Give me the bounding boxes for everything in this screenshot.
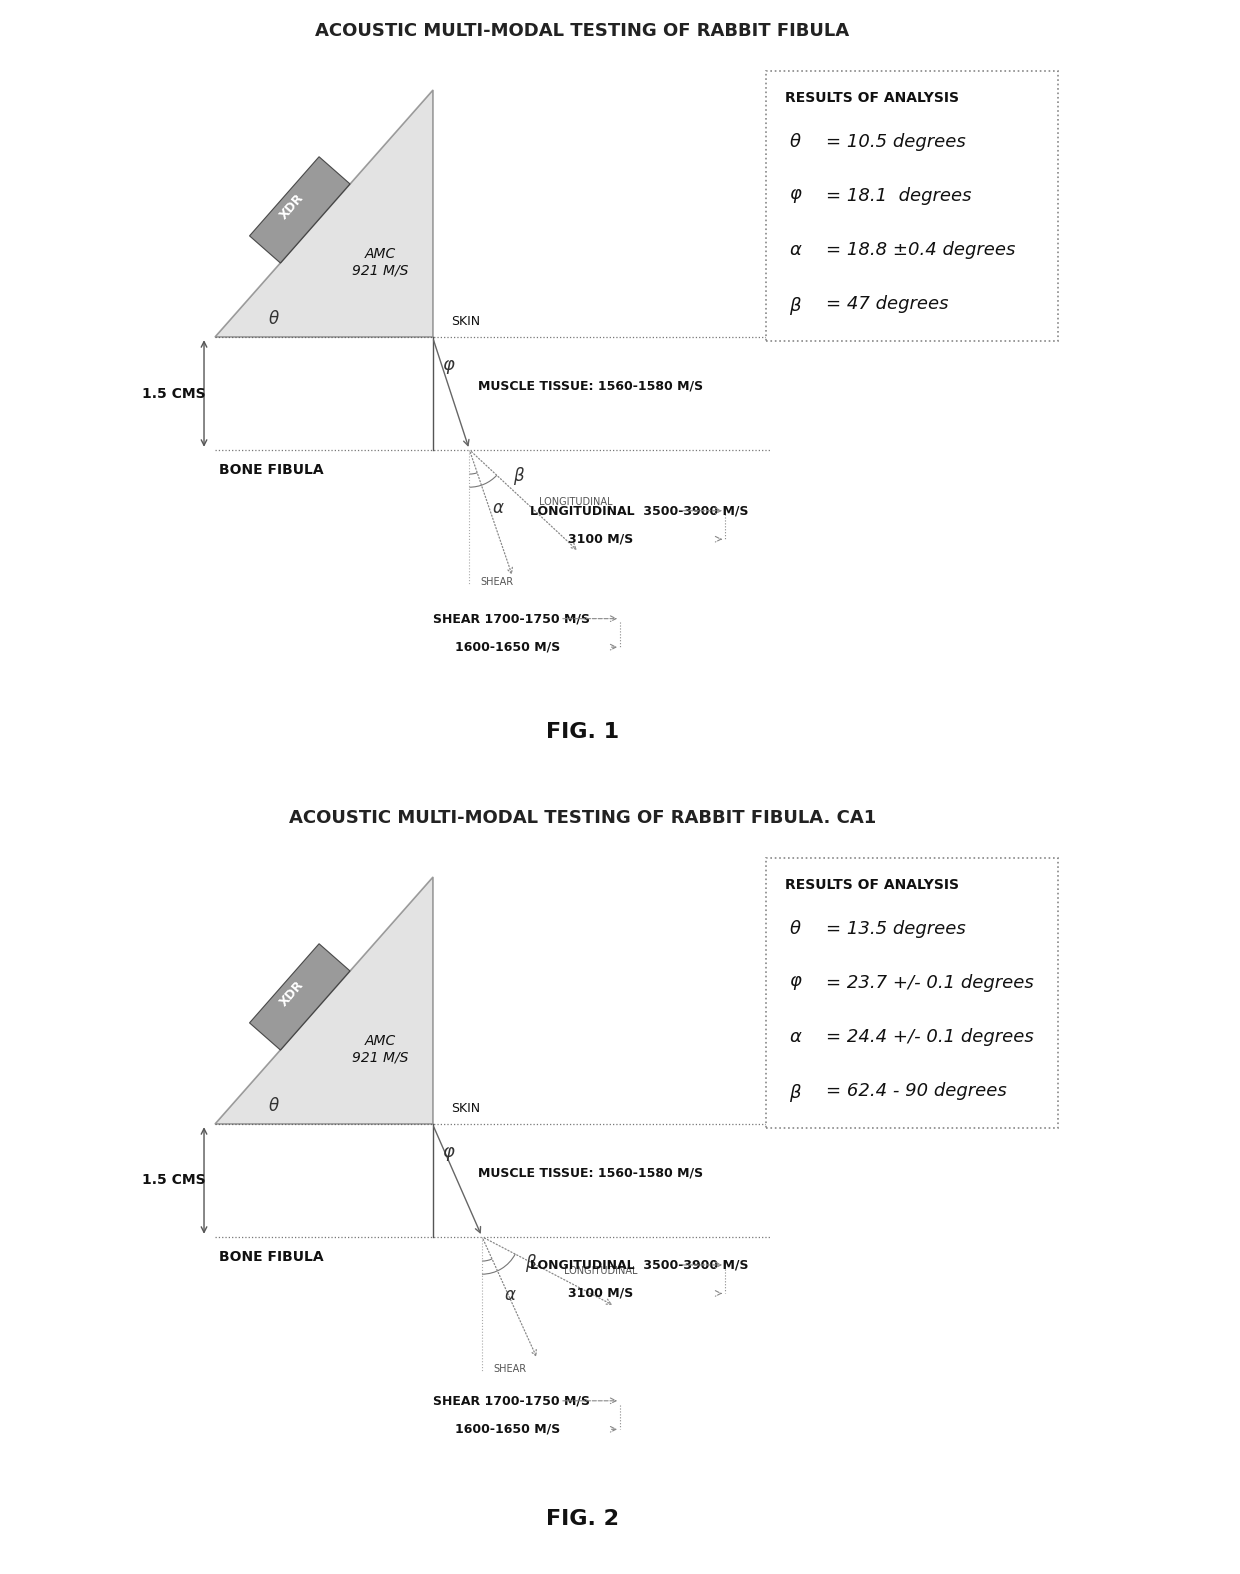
Text: $\alpha$: $\alpha$ [505, 1286, 517, 1305]
Text: SHEAR 1700-1750 M/S: SHEAR 1700-1750 M/S [433, 612, 589, 625]
Text: ACOUSTIC MULTI-MODAL TESTING OF RABBIT FIBULA: ACOUSTIC MULTI-MODAL TESTING OF RABBIT F… [315, 22, 849, 41]
Text: $θ$: $θ$ [789, 921, 801, 938]
Text: $φ$: $φ$ [789, 187, 802, 205]
Polygon shape [249, 157, 350, 263]
Text: MUSCLE TISSUE: 1560-1580 M/S: MUSCLE TISSUE: 1560-1580 M/S [477, 379, 703, 392]
Text: LONGITUDINAL  3500-3900 M/S: LONGITUDINAL 3500-3900 M/S [529, 504, 749, 518]
Text: = 23.7 +/- 0.1 degrees: = 23.7 +/- 0.1 degrees [826, 974, 1034, 992]
Text: ACOUSTIC MULTI-MODAL TESTING OF RABBIT FIBULA. CA1: ACOUSTIC MULTI-MODAL TESTING OF RABBIT F… [289, 809, 877, 828]
Text: 1600-1650 M/S: 1600-1650 M/S [455, 1423, 560, 1435]
Text: = 18.8 ±0.4 degrees: = 18.8 ±0.4 degrees [826, 241, 1016, 260]
Text: $\beta$: $\beta$ [526, 1253, 538, 1275]
Polygon shape [216, 877, 433, 1124]
Text: $β$: $β$ [789, 1083, 801, 1105]
Text: = 18.1  degrees: = 18.1 degrees [826, 187, 972, 205]
Text: SHEAR: SHEAR [481, 578, 513, 587]
Text: AMC
921 M/S: AMC 921 M/S [352, 247, 408, 277]
Text: $\theta$: $\theta$ [268, 310, 279, 327]
Text: SHEAR: SHEAR [494, 1365, 526, 1374]
Text: MUSCLE TISSUE: 1560-1580 M/S: MUSCLE TISSUE: 1560-1580 M/S [477, 1166, 703, 1179]
Text: $β$: $β$ [789, 296, 801, 318]
Text: LONGITUDINAL: LONGITUDINAL [538, 497, 613, 507]
Text: $\beta$: $\beta$ [513, 466, 525, 488]
FancyBboxPatch shape [766, 71, 1059, 342]
Text: $α$: $α$ [789, 1028, 802, 1047]
Text: $θ$: $θ$ [789, 134, 801, 151]
Text: = 10.5 degrees: = 10.5 degrees [826, 134, 966, 151]
Text: SKIN: SKIN [451, 1102, 480, 1116]
Text: 3100 M/S: 3100 M/S [568, 1288, 632, 1300]
Polygon shape [249, 944, 350, 1050]
Text: $\alpha$: $\alpha$ [492, 499, 505, 518]
Text: $α$: $α$ [789, 241, 802, 260]
Text: BONE FIBULA: BONE FIBULA [219, 463, 324, 477]
Text: = 13.5 degrees: = 13.5 degrees [826, 921, 966, 938]
Text: AMC
921 M/S: AMC 921 M/S [352, 1034, 408, 1064]
Text: = 47 degrees: = 47 degrees [826, 296, 949, 313]
Text: BONE FIBULA: BONE FIBULA [219, 1250, 324, 1264]
Text: SKIN: SKIN [451, 315, 480, 329]
Text: 3100 M/S: 3100 M/S [568, 532, 632, 546]
Text: SHEAR 1700-1750 M/S: SHEAR 1700-1750 M/S [433, 1395, 589, 1407]
Text: = 24.4 +/- 0.1 degrees: = 24.4 +/- 0.1 degrees [826, 1028, 1034, 1047]
Text: LONGITUDINAL  3500-3900 M/S: LONGITUDINAL 3500-3900 M/S [529, 1259, 749, 1272]
Text: 1.5 CMS: 1.5 CMS [143, 1174, 206, 1187]
Text: $\varphi$: $\varphi$ [441, 359, 455, 376]
Text: FIG. 2: FIG. 2 [546, 1509, 619, 1528]
Text: 1600-1650 M/S: 1600-1650 M/S [455, 641, 560, 653]
Text: 1.5 CMS: 1.5 CMS [143, 387, 206, 400]
Polygon shape [216, 90, 433, 337]
Text: $\varphi$: $\varphi$ [441, 1146, 455, 1163]
Text: = 62.4 - 90 degrees: = 62.4 - 90 degrees [826, 1083, 1007, 1100]
FancyBboxPatch shape [766, 858, 1059, 1129]
Text: RESULTS OF ANALYSIS: RESULTS OF ANALYSIS [785, 91, 959, 105]
Text: $φ$: $φ$ [789, 974, 802, 992]
Text: RESULTS OF ANALYSIS: RESULTS OF ANALYSIS [785, 878, 959, 892]
Text: LONGITUDINAL: LONGITUDINAL [564, 1265, 637, 1277]
Text: XDR: XDR [278, 190, 306, 222]
Text: XDR: XDR [278, 977, 306, 1009]
Text: $\theta$: $\theta$ [268, 1097, 279, 1114]
Text: FIG. 1: FIG. 1 [546, 722, 619, 741]
